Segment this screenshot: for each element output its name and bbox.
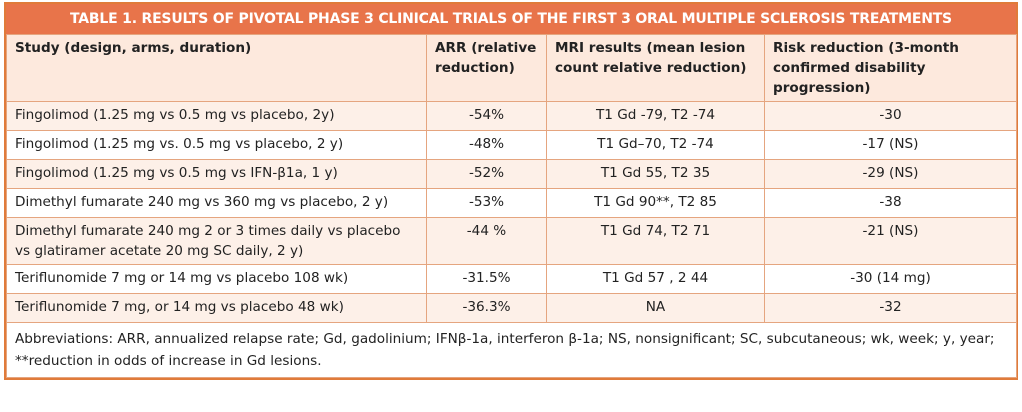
table-row: Fingolimod (1.25 mg vs 0.5 mg vs IFN-β1a… — [6, 159, 1017, 189]
cell-study: Fingolimod (1.25 mg vs 0.5 mg vs IFN-β1a… — [6, 159, 427, 189]
cell-mri: T1 Gd 74, T2 71 — [546, 217, 765, 265]
footnote: Abbreviations: ARR, annualized relapse r… — [6, 322, 1017, 378]
cell-mri: T1 Gd–70, T2 -74 — [546, 130, 765, 160]
cell-study: Fingolimod (1.25 mg vs. 0.5 mg vs placeb… — [6, 130, 427, 160]
cell-risk: -30 — [764, 101, 1017, 131]
cell-study: Teriflunomide 7 mg or 14 mg vs placebo 1… — [6, 264, 427, 294]
cell-arr: -31.5% — [426, 264, 547, 294]
cell-risk: -21 (NS) — [764, 217, 1017, 265]
header-mri: MRI results (mean lesion count relative … — [546, 34, 765, 102]
cell-mri: T1 Gd 57 , 2 44 — [546, 264, 765, 294]
cell-study: Dimethyl fumarate 240 mg vs 360 mg vs pl… — [6, 188, 427, 218]
cell-arr: -52% — [426, 159, 547, 189]
table-row: Teriflunomide 7 mg or 14 mg vs placebo 1… — [6, 264, 1017, 294]
cell-arr: -54% — [426, 101, 547, 131]
table-row: Dimethyl fumarate 240 mg vs 360 mg vs pl… — [6, 188, 1017, 218]
cell-mri: NA — [546, 293, 765, 323]
cell-arr: -53% — [426, 188, 547, 218]
table-title: TABLE 1. RESULTS OF PIVOTAL PHASE 3 CLIN… — [6, 4, 1016, 34]
cell-mri: T1 Gd -79, T2 -74 — [546, 101, 765, 131]
table-row: Dimethyl fumarate 240 mg 2 or 3 times da… — [6, 217, 1017, 265]
results-table: Study (design, arms, duration) ARR (rela… — [6, 34, 1017, 378]
header-study: Study (design, arms, duration) — [6, 34, 427, 102]
cell-study: Teriflunomide 7 mg, or 14 mg vs placebo … — [6, 293, 427, 323]
cell-risk: -30 (14 mg) — [764, 264, 1017, 294]
cell-arr: -36.3% — [426, 293, 547, 323]
header-arr: ARR (relative reduction) — [426, 34, 547, 102]
cell-mri: T1 Gd 55, T2 35 — [546, 159, 765, 189]
cell-risk: -38 — [764, 188, 1017, 218]
cell-risk: -32 — [764, 293, 1017, 323]
header-risk: Risk reduction (3-month confirmed disabi… — [764, 34, 1017, 102]
table-row: Fingolimod (1.25 mg vs. 0.5 mg vs placeb… — [6, 130, 1017, 160]
cell-study: Fingolimod (1.25 mg vs 0.5 mg vs placebo… — [6, 101, 427, 131]
cell-risk: -29 (NS) — [764, 159, 1017, 189]
footnote-row: Abbreviations: ARR, annualized relapse r… — [6, 322, 1017, 378]
cell-risk: -17 (NS) — [764, 130, 1017, 160]
table-row: Fingolimod (1.25 mg vs 0.5 mg vs placebo… — [6, 101, 1017, 131]
table-row: Teriflunomide 7 mg, or 14 mg vs placebo … — [6, 293, 1017, 323]
cell-arr: -48% — [426, 130, 547, 160]
cell-mri: T1 Gd 90**, T2 85 — [546, 188, 765, 218]
table-container: TABLE 1. RESULTS OF PIVOTAL PHASE 3 CLIN… — [4, 2, 1018, 380]
cell-study: Dimethyl fumarate 240 mg 2 or 3 times da… — [6, 217, 427, 265]
cell-arr: -44 % — [426, 217, 547, 265]
header-row: Study (design, arms, duration) ARR (rela… — [6, 34, 1017, 102]
